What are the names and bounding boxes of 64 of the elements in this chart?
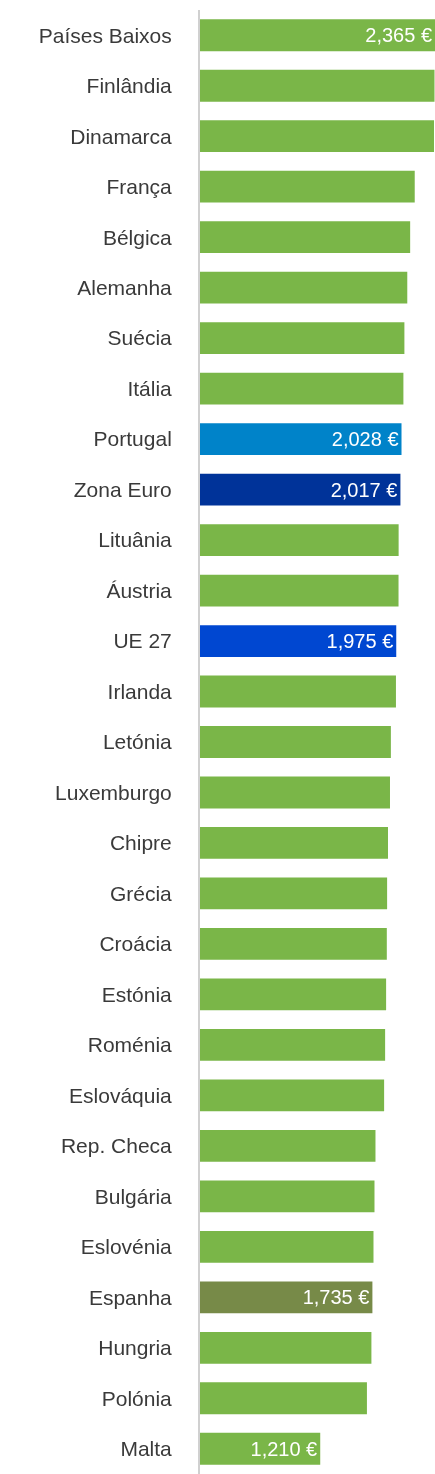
- bar: [200, 1079, 385, 1112]
- y-tick-label: Roménia: [87, 1033, 173, 1057]
- bar: [200, 928, 387, 960]
- bar: [200, 1432, 321, 1465]
- bar: [200, 1281, 373, 1314]
- bar: [200, 221, 411, 254]
- bar: [200, 1230, 374, 1263]
- y-tick-label: Estónia: [101, 982, 173, 1006]
- y-tick-label: Grécia: [109, 881, 173, 905]
- data-label: 1,210 €: [250, 1437, 318, 1460]
- y-tick-label: Alemanha: [77, 276, 173, 300]
- bar: [200, 1382, 367, 1415]
- bar: [200, 1129, 376, 1162]
- y-tick-label: Letónia: [102, 730, 173, 754]
- bar: [200, 423, 402, 456]
- y-tick-label: Luxemburgo: [55, 780, 172, 804]
- y-tick-label: Portugal: [93, 427, 172, 451]
- y-tick-label: Polónia: [101, 1386, 173, 1410]
- bar: [200, 524, 399, 556]
- y-tick-label: Itália: [127, 376, 173, 400]
- bar: [200, 473, 401, 506]
- y-tick-label: Hungria: [98, 1336, 173, 1360]
- bar: [200, 978, 387, 1011]
- bar: [200, 19, 435, 52]
- y-tick-label: Países Baixos: [38, 23, 172, 47]
- y-tick-label: Espanha: [88, 1285, 173, 1309]
- data-label: 2,028 €: [331, 428, 399, 451]
- bar: [200, 574, 399, 607]
- y-tick-label: Malta: [120, 1437, 173, 1461]
- data-label: 1,735 €: [302, 1286, 370, 1309]
- bar: [200, 120, 435, 153]
- y-tick-label: Bulgária: [94, 1184, 173, 1208]
- data-label: 1,975 €: [326, 630, 394, 653]
- y-tick-label: Zona Euro: [73, 477, 172, 501]
- bar: [200, 675, 396, 708]
- y-tick-label: Áustria: [106, 578, 173, 602]
- y-tick-label: França: [106, 175, 173, 199]
- y-tick-label: Dinamarca: [70, 124, 173, 148]
- bar: [200, 372, 404, 405]
- bar: [200, 1331, 372, 1364]
- bar: [200, 170, 415, 203]
- y-tick-label: Chipre: [109, 831, 172, 855]
- y-tick-label: Lituânia: [98, 528, 173, 552]
- bar: [200, 1028, 386, 1061]
- bar: [200, 271, 408, 304]
- y-tick-label: Rep. Checa: [60, 1134, 173, 1158]
- data-label: 2,365 €: [365, 24, 432, 47]
- y-tick-label: Irlanda: [107, 679, 173, 703]
- bar: [200, 726, 391, 758]
- y-tick-label: UE 27: [113, 629, 172, 653]
- bar: [200, 69, 435, 102]
- y-tick-label: Finlândia: [86, 74, 173, 98]
- bar: [200, 322, 405, 355]
- data-label: 2,017 €: [330, 478, 398, 501]
- bar: [200, 625, 397, 657]
- y-tick-label: Bélgica: [102, 225, 173, 249]
- y-tick-label: Eslovénia: [80, 1235, 173, 1259]
- bar: [200, 877, 388, 910]
- bar: [200, 776, 390, 809]
- y-tick-label: Suécia: [107, 326, 173, 350]
- bar: [200, 1180, 375, 1213]
- bar: [200, 827, 388, 859]
- y-tick-label: Eslováquia: [69, 1083, 173, 1107]
- y-tick-label: Croácia: [99, 932, 173, 956]
